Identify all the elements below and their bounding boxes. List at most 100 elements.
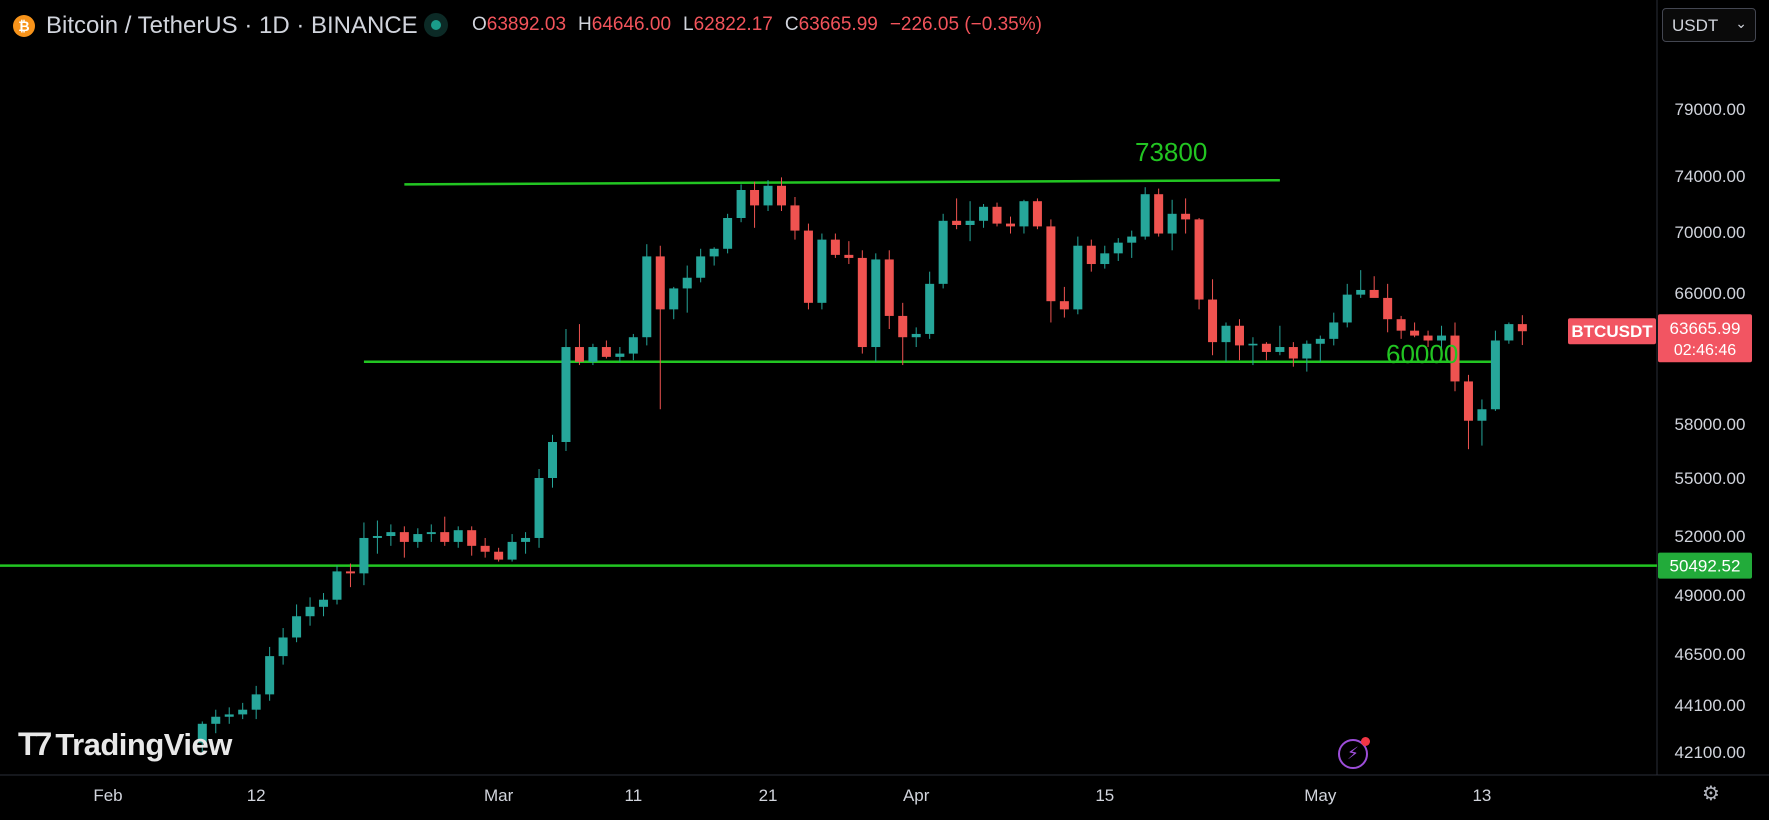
- candle: [1032, 198, 1042, 230]
- candle: [1167, 199, 1177, 251]
- x-tick-label: 12: [247, 786, 266, 805]
- candle: [979, 204, 989, 228]
- candle: [1450, 322, 1460, 392]
- y-tick-label: 46500.00: [1675, 645, 1746, 664]
- candle-body: [857, 257, 867, 348]
- candle: [292, 604, 302, 643]
- candle: [426, 524, 436, 542]
- candle: [1208, 279, 1218, 356]
- candle: [588, 343, 598, 366]
- candle: [1073, 236, 1083, 315]
- lower-level-label: 60000: [1386, 339, 1458, 369]
- candle: [817, 233, 827, 310]
- candle-body: [1288, 347, 1298, 359]
- candle-body: [1167, 213, 1177, 234]
- candle-body: [790, 205, 800, 231]
- candle: [1275, 325, 1285, 356]
- candle-body: [265, 656, 275, 695]
- candle-body: [386, 532, 396, 536]
- candle-body: [1396, 319, 1406, 331]
- candle-body: [655, 256, 665, 310]
- candle: [1517, 315, 1527, 346]
- candle-body: [238, 709, 248, 715]
- candle-body: [1019, 201, 1029, 227]
- candle-body: [319, 599, 329, 607]
- candle: [1113, 238, 1123, 261]
- candle-body: [1140, 194, 1150, 237]
- candle: [830, 233, 840, 258]
- ohlc-low: L62822.17: [683, 14, 773, 35]
- horizontal-level-line: [404, 178, 1280, 186]
- chevron-down-icon: ⌄: [1735, 15, 1747, 31]
- candle-body: [548, 442, 558, 478]
- y-tick-label: 52000.00: [1675, 527, 1746, 546]
- tradingview-mark-icon: T7: [18, 726, 52, 762]
- lightning-icon[interactable]: ⚡: [1338, 737, 1370, 769]
- candle: [1127, 230, 1137, 258]
- candle-body: [1005, 223, 1015, 227]
- candle: [898, 302, 908, 366]
- candle: [1396, 315, 1406, 339]
- candle: [628, 333, 638, 361]
- candle-body: [884, 259, 894, 316]
- candle-body: [979, 206, 989, 221]
- candle-body: [494, 551, 504, 560]
- candle-body: [305, 606, 315, 617]
- candle: [1086, 239, 1096, 272]
- bitcoin-icon[interactable]: ₿: [13, 15, 35, 37]
- candle: [615, 347, 625, 362]
- market-status-icon[interactable]: [424, 13, 448, 37]
- x-tick-label: 21: [759, 786, 778, 805]
- candle-body: [844, 254, 854, 258]
- gear-icon[interactable]: ⚙: [1702, 783, 1720, 805]
- candle-body: [1410, 330, 1420, 336]
- candle: [1410, 322, 1420, 338]
- candle-body: [1046, 226, 1056, 302]
- last-price-label: 63665.99: [1670, 319, 1741, 338]
- candle-body: [601, 347, 611, 357]
- ohlc-open: O63892.03: [472, 14, 567, 35]
- candle: [453, 526, 463, 548]
- candle-body: [1221, 325, 1231, 343]
- candle: [1504, 322, 1514, 344]
- candle-body: [440, 532, 450, 542]
- candle: [574, 324, 584, 366]
- candle: [197, 721, 207, 752]
- candle: [1181, 198, 1191, 234]
- candle: [1315, 335, 1325, 362]
- upper-level-label: 73800: [1135, 137, 1207, 167]
- candle: [736, 184, 746, 223]
- symbol-title[interactable]: Bitcoin / TetherUS · 1D · BINANCE: [46, 12, 418, 39]
- candle-body: [1369, 289, 1379, 298]
- candle-body: [1261, 343, 1271, 352]
- currency-select[interactable]: USDT ⌄: [1662, 8, 1756, 42]
- tradingview-logo[interactable]: T7 TradingView: [18, 726, 232, 763]
- candle: [857, 250, 867, 354]
- candle-body: [777, 185, 786, 206]
- candle-body: [561, 347, 571, 442]
- candle-body: [332, 571, 342, 600]
- candle: [871, 253, 881, 362]
- last-price-badge: [1658, 314, 1752, 363]
- candle: [1100, 245, 1110, 269]
- candle-body: [615, 353, 625, 357]
- candle: [224, 707, 234, 724]
- candle-body: [251, 694, 261, 710]
- x-tick-label: Mar: [484, 786, 514, 805]
- candle-body: [588, 347, 598, 362]
- y-tick-label: 49000.00: [1675, 586, 1746, 605]
- candle-body: [345, 571, 355, 574]
- y-tick-label: 70000.00: [1675, 223, 1746, 242]
- candle: [211, 709, 221, 734]
- candle-body: [1248, 343, 1258, 346]
- candle: [992, 202, 1002, 227]
- candle-body: [453, 530, 463, 542]
- candle: [1477, 399, 1487, 446]
- candle-body: [992, 206, 1002, 224]
- candle-body: [965, 220, 975, 225]
- candle-body: [723, 218, 733, 249]
- candle: [884, 250, 894, 330]
- candle: [1437, 325, 1447, 354]
- candle-body: [1490, 340, 1500, 410]
